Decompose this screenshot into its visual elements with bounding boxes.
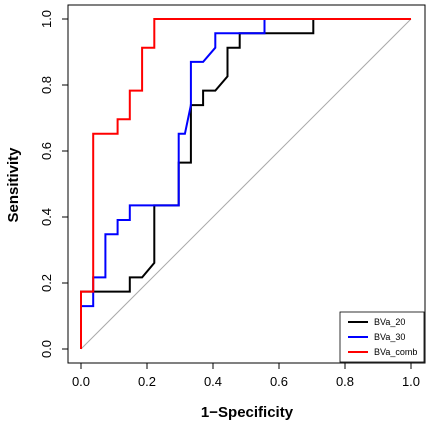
- x-tick-label: 0.0: [72, 374, 90, 389]
- roc-curves: [80, 18, 411, 349]
- y-tick-label: 1.0: [39, 10, 54, 28]
- reference-line: [80, 18, 412, 350]
- x-axis-title: 1−Specificity: [201, 404, 294, 421]
- reference-diagonal: [80, 18, 412, 350]
- x-tick-label: 0.8: [336, 374, 354, 389]
- y-axis: 0.0 0.2 0.4 0.6 0.8 1.0: [39, 10, 68, 358]
- legend-label: BVa_comb: [374, 347, 417, 357]
- legend-label: BVa_30: [374, 332, 405, 342]
- legend-label: BVa_20: [374, 317, 405, 327]
- plot-frame: [67, 4, 426, 364]
- x-tick-label: 0.6: [270, 374, 288, 389]
- x-tick-label: 0.2: [138, 374, 156, 389]
- legend: BVa_20 BVa_30 BVa_comb: [339, 311, 425, 363]
- series-line-bva-comb: [80, 18, 411, 349]
- x-axis: 0.0 0.2 0.4 0.6 0.8 1.0: [72, 363, 420, 389]
- x-tick-label: 1.0: [402, 374, 420, 389]
- series-line-bva-20: [80, 18, 411, 349]
- y-tick-label: 0.0: [39, 340, 54, 358]
- y-tick-label: 0.2: [39, 274, 54, 292]
- y-tick-label: 0.4: [39, 208, 54, 226]
- x-tick-label: 0.4: [204, 374, 222, 389]
- y-tick-label: 0.8: [39, 76, 54, 94]
- y-tick-label: 0.6: [39, 142, 54, 160]
- series-line-bva-30: [80, 18, 411, 349]
- y-axis-title: Sensitivity: [5, 147, 22, 223]
